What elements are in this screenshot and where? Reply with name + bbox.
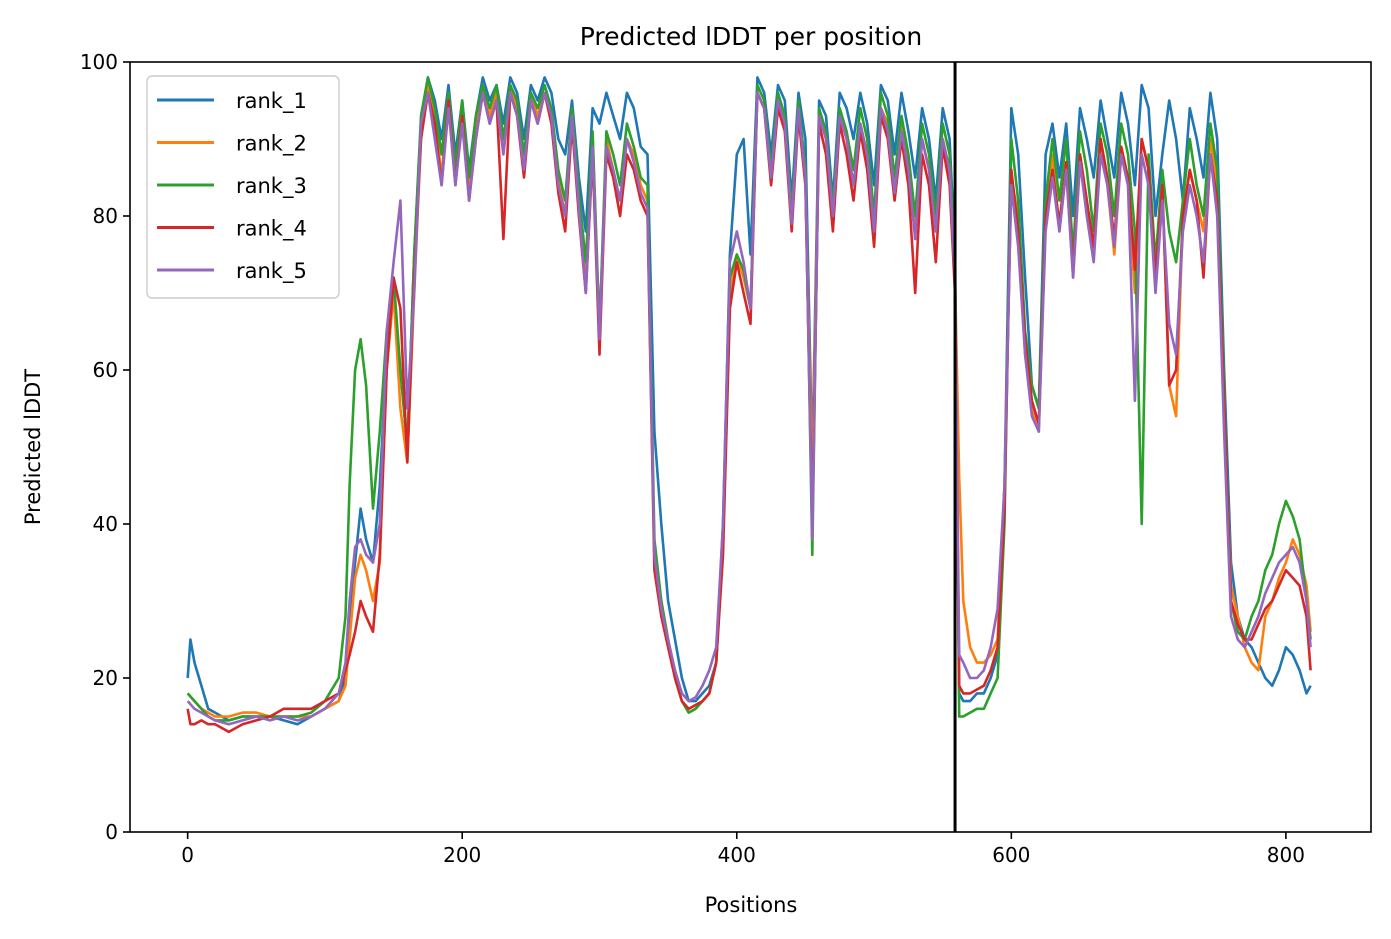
legend-label-rank-2: rank_2 — [236, 132, 307, 157]
legend-label-rank-4: rank_4 — [236, 217, 307, 242]
series-group — [186, 76, 1312, 734]
y-tick-label: 60 — [93, 358, 118, 382]
legend-box — [146, 75, 340, 299]
series-line-rank-4 — [186, 91, 1312, 734]
y-tick-label: 40 — [93, 512, 118, 536]
y-axis-ticks: 0 20 40 60 80 100 — [80, 50, 130, 844]
legend: rank_1 rank_2 rank_3 rank_4 rank_5 — [146, 75, 340, 299]
series-line-rank-3 — [186, 76, 1312, 722]
y-axis-label: Predicted lDDT — [21, 369, 45, 525]
y-tick-label: 100 — [80, 50, 118, 74]
x-tick-label: 200 — [443, 843, 481, 867]
legend-label-rank-5: rank_5 — [236, 259, 307, 284]
plot-area — [129, 61, 1372, 833]
y-tick-label: 20 — [93, 666, 118, 690]
x-axis-label: Positions — [705, 893, 798, 917]
x-tick-label: 800 — [1267, 843, 1305, 867]
x-tick-label: 400 — [718, 843, 756, 867]
chart-title: Predicted lDDT per position — [580, 22, 922, 51]
legend-label-rank-3: rank_3 — [236, 174, 307, 199]
x-axis-ticks: 0 200 400 600 800 — [181, 832, 1305, 867]
legend-label-rank-1: rank_1 — [236, 89, 307, 114]
y-tick-label: 80 — [93, 204, 118, 228]
x-tick-label: 0 — [181, 843, 194, 867]
series-line-rank-5 — [186, 91, 1312, 726]
plot-frame — [129, 61, 1372, 833]
x-tick-label: 600 — [992, 843, 1030, 867]
y-tick-label: 0 — [105, 820, 118, 844]
